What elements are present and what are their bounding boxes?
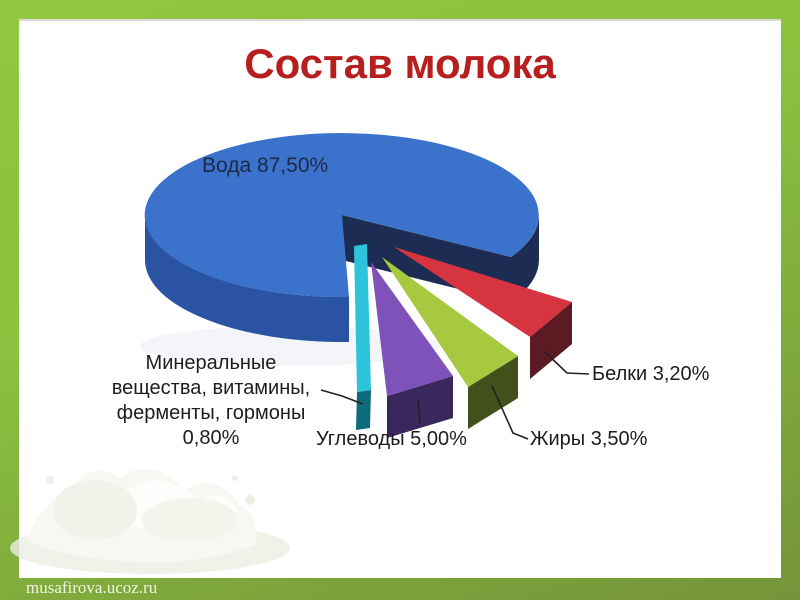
pie-side-water <box>144 215 349 343</box>
pie-slice-carbs-side <box>387 376 453 438</box>
pie-slice-proteins <box>394 247 572 337</box>
label-carbs: Углеводы 5,00% <box>316 428 467 450</box>
label-minerals-line3: ферменты, гормоны <box>116 402 306 424</box>
pie-slice-carbs <box>371 262 453 396</box>
label-minerals-line1: Минеральные <box>145 352 277 374</box>
pie-slice-minerals-side <box>356 390 371 430</box>
page-title: Состав молока <box>244 40 556 87</box>
milk-splash-image <box>10 468 290 574</box>
pie-slice-minerals <box>354 244 371 392</box>
watermark-text: musafirova.ucoz.ru <box>26 578 158 597</box>
leader-line-minerals <box>320 389 364 405</box>
label-minerals-line4: 0,80% <box>182 427 240 449</box>
leader-line-proteins <box>543 350 590 375</box>
label-minerals: Минеральные вещества, витамины, ферменты… <box>100 351 322 451</box>
pie-slice-fats-side <box>468 356 518 429</box>
label-proteins: Белки 3,20% <box>592 363 710 385</box>
leader-line-fats <box>491 385 529 440</box>
leader-line-carbs <box>417 399 421 425</box>
label-minerals-line2: вещества, витамины, <box>111 377 311 399</box>
pie-side-right-shadow <box>511 215 539 302</box>
pie-slice-proteins-side <box>530 302 572 379</box>
label-water: Вода 87,50% <box>202 154 329 177</box>
pie-slice-water <box>144 133 539 298</box>
label-fats: Жиры 3,50% <box>530 428 648 450</box>
pie-slice-fats <box>382 257 518 387</box>
